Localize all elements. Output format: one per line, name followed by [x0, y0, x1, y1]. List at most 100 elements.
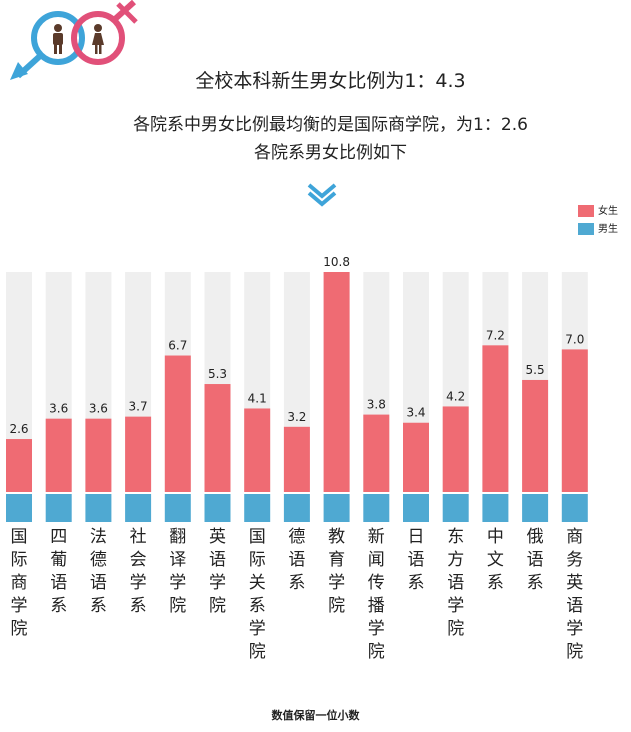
value-label: 6.7 [168, 339, 187, 353]
chevron-down-icon [307, 183, 337, 207]
male-bar [85, 494, 112, 522]
value-label: 3.4 [406, 406, 425, 420]
man-figure-icon [53, 24, 63, 54]
category-label-char: 院 [328, 596, 345, 616]
female-bar [125, 416, 152, 492]
female-bar [6, 439, 32, 492]
category-label-char: 学 [447, 596, 464, 616]
male-bar [403, 494, 429, 522]
category-label-char: 日 [408, 527, 425, 547]
male-bar [45, 494, 72, 522]
category-label-char: 语 [209, 550, 226, 570]
category-label-char: 商 [566, 527, 583, 547]
category-label-char: 院 [368, 642, 385, 662]
male-bar [442, 494, 469, 522]
female-bar [204, 384, 231, 492]
value-label: 3.6 [49, 402, 68, 416]
category-label-char: 四 [50, 527, 67, 547]
category-label-char: 院 [447, 619, 464, 639]
category-label-char: 中 [487, 527, 504, 547]
gender-logo [10, 0, 138, 80]
category-label-char: 学 [249, 619, 266, 639]
category-label-char: 系 [130, 596, 147, 616]
category-label-char: 语 [447, 573, 464, 593]
value-label: 5.3 [208, 367, 227, 381]
legend-label-female: 女生 [598, 206, 618, 217]
category-label-char: 东 [447, 527, 464, 547]
category-label-char: 英 [209, 527, 226, 547]
legend-item-female: 女生 [578, 202, 618, 217]
category-label-char: 语 [408, 550, 425, 570]
category-label-char: 学 [328, 573, 345, 593]
category-label-char: 院 [249, 642, 266, 662]
value-label: 7.0 [565, 332, 584, 346]
category-label-char: 系 [90, 596, 107, 616]
category-label-char: 系 [288, 573, 305, 593]
category-label-char: 新 [368, 527, 385, 547]
female-bar [164, 355, 191, 492]
category-label-char: 英 [566, 573, 583, 593]
female-bar [482, 345, 509, 492]
male-bar [125, 494, 152, 522]
category-label-char: 院 [11, 619, 28, 639]
category-label-char: 系 [249, 596, 266, 616]
value-label: 7.2 [486, 328, 505, 342]
legend-swatch-female [578, 205, 594, 217]
category-label-char: 际 [249, 550, 266, 570]
category-label-char: 葡 [50, 550, 67, 570]
category-label-char: 关 [249, 573, 266, 593]
category-label-char: 院 [566, 642, 583, 662]
category-label-char: 学 [130, 573, 147, 593]
female-bar [442, 406, 469, 492]
category-label-char: 翻 [169, 527, 186, 547]
legend-label-male: 男生 [598, 224, 618, 235]
female-bar [522, 379, 549, 492]
female-bar [283, 426, 310, 492]
category-label-char: 学 [566, 619, 583, 639]
category-label-char: 德 [288, 527, 305, 547]
category-label-char: 闻 [368, 550, 385, 570]
female-bar [45, 418, 72, 492]
male-circle-icon [31, 11, 85, 65]
category-label-char: 俄 [527, 527, 544, 547]
category-label-char: 法 [90, 527, 107, 547]
female-bar [85, 418, 112, 492]
category-label-char: 译 [169, 550, 186, 570]
female-bar [363, 414, 390, 492]
male-bar [283, 494, 310, 522]
category-label-char: 系 [487, 573, 504, 593]
category-label-char: 文 [487, 550, 504, 570]
category-label-char: 际 [11, 550, 28, 570]
category-label-char: 方 [447, 550, 464, 570]
subtitle-text: 各院系男女比例如下 [254, 143, 407, 163]
value-label: 4.2 [446, 389, 465, 403]
male-bar [323, 494, 350, 522]
category-label-char: 传 [368, 573, 385, 593]
female-bar [403, 422, 429, 492]
male-bar [244, 494, 271, 522]
category-label-char: 院 [169, 596, 186, 616]
category-label-char: 社 [130, 527, 147, 547]
category-label-char: 德 [90, 550, 107, 570]
legend-item-male: 男生 [578, 220, 618, 235]
category-label-char: 商 [11, 573, 28, 593]
category-label-char: 语 [527, 550, 544, 570]
female-circle-icon [71, 11, 125, 65]
woman-figure-icon [92, 24, 104, 54]
ratio-bar-chart: 2.6国际商学院3.6四葡语系3.6法德语系3.7社会学系6.7翻译学院5.3英… [6, 255, 588, 662]
male-bar [164, 494, 191, 522]
category-label-char: 院 [209, 596, 226, 616]
category-label-char: 系 [50, 596, 67, 616]
male-bar [522, 494, 549, 522]
category-label-char: 育 [328, 550, 345, 570]
overall-ratio-text: 全校本科新生男女比例为1：4.3 [195, 70, 466, 92]
male-bar [561, 494, 588, 522]
female-bar [323, 272, 350, 492]
female-bar [561, 349, 588, 492]
female-bar [244, 408, 271, 492]
value-label: 3.6 [89, 402, 108, 416]
category-label-char: 系 [527, 573, 544, 593]
category-label-char: 学 [169, 573, 186, 593]
male-bar [363, 494, 390, 522]
male-arrow-head-icon [10, 62, 28, 80]
